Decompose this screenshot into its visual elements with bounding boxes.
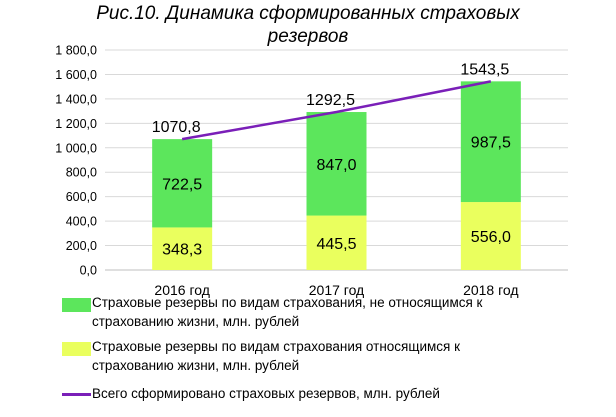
y-tick-label: 1 000,0 (55, 141, 97, 155)
y-tick-label: 800,0 (66, 166, 97, 180)
y-tick-label: 400,0 (66, 215, 97, 229)
data-label-total: 1292,5 (306, 92, 355, 109)
legend-swatch-total (62, 393, 91, 396)
x-tick-label: 2018 год (463, 282, 518, 298)
y-tick-label: 200,0 (66, 239, 97, 253)
series-line-total (181, 80, 492, 141)
legend-label-total: Всего сформировано страховых резервов, м… (92, 386, 440, 401)
bar-life (460, 202, 521, 270)
legend-swatch-non-life (62, 298, 91, 312)
bar-non-life (152, 139, 213, 228)
y-tick-label: 600,0 (66, 190, 97, 204)
y-tick-label: 0,0 (80, 264, 97, 278)
data-label-non-life: 987,5 (471, 135, 511, 152)
legend-label-life-line-2: страхованию жизни, млн. рублей (92, 358, 300, 373)
data-label-total: 1070,8 (152, 119, 201, 136)
data-label-life: 445,5 (316, 236, 356, 253)
bar-life (306, 215, 367, 270)
bar-non-life (460, 81, 521, 203)
bar-life (152, 227, 213, 270)
data-label-life: 556,0 (471, 229, 511, 246)
y-tick-label: 1 800,0 (55, 44, 97, 58)
legend-label-non-life-line-2: страхованию жизни, млн. рублей (92, 314, 300, 329)
y-tick-label: 1 200,0 (55, 117, 97, 131)
y-tick-label: 1 600,0 (55, 68, 97, 82)
data-label-life: 348,3 (162, 242, 202, 259)
chart-title-line-2: резервов (267, 26, 349, 47)
x-tick-label: 2016 год (154, 282, 209, 298)
data-label-non-life: 847,0 (316, 157, 356, 174)
chart-title-line-1: Рис.10. Динамика сформированных страховы… (96, 3, 520, 24)
x-tick-label: 2017 год (309, 282, 364, 298)
data-label-total: 1543,5 (460, 61, 509, 78)
legend-label-non-life-line-1: Страховые резервы по видам страхования, … (92, 295, 483, 310)
data-label-non-life: 722,5 (162, 176, 202, 193)
legend-swatch-life (62, 342, 91, 356)
chart-plot: 0,0 200,0 400,0 600,0 800,0 1 000,0 1 200,0 1 4… (55, 44, 568, 298)
legend-label-life-line-1: Страховые резервы по видам страхования о… (92, 339, 460, 354)
bar-non-life (306, 112, 367, 216)
y-tick-label: 1 400,0 (55, 92, 97, 106)
